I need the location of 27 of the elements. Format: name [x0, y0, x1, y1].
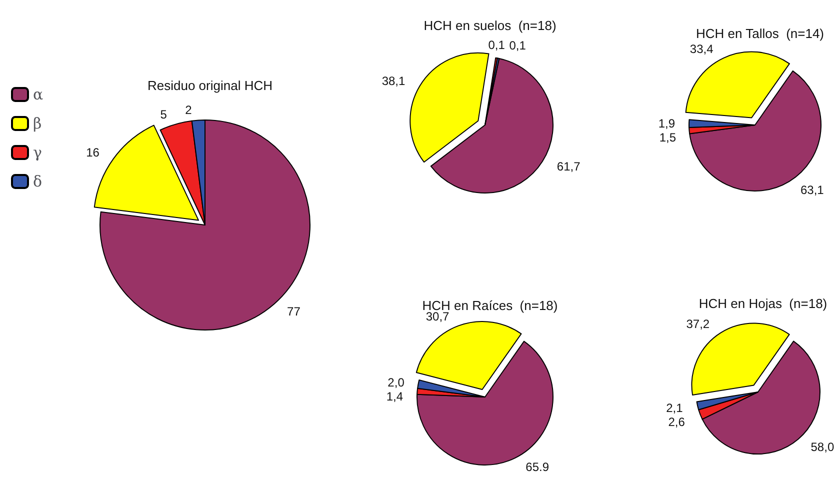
- data-label: 58,0: [810, 440, 834, 454]
- data-label: 2,6: [668, 415, 686, 429]
- legend-label: β: [33, 114, 42, 132]
- data-label: 65.9: [526, 460, 550, 474]
- legend-label: γ: [33, 144, 42, 162]
- chart-title: HCH en suelos (n=18): [424, 18, 556, 33]
- data-label: 1,4: [386, 389, 404, 404]
- data-label: 1,9: [658, 116, 676, 130]
- data-label: 16: [86, 146, 100, 160]
- data-label: 0,1: [509, 38, 526, 52]
- data-label: 5: [160, 108, 168, 122]
- chart-title: HCH en Hojas (n=18): [698, 296, 828, 311]
- legend-label: δ: [33, 172, 42, 190]
- data-label: 2,1: [666, 401, 684, 415]
- legend-label: α: [33, 86, 44, 104]
- chart-title: Residuo original HCH: [148, 78, 272, 93]
- data-label: 2: [185, 103, 192, 118]
- data-label: 63,1: [800, 182, 824, 197]
- data-label: 2,0: [388, 375, 405, 390]
- data-label: 61,7: [556, 160, 581, 174]
- data-label: 33,4: [690, 42, 714, 56]
- data-label: 38,1: [382, 74, 406, 88]
- data-label: 77: [287, 304, 301, 318]
- data-label: 1,5: [659, 130, 676, 144]
- data-label: 0,1: [488, 38, 506, 52]
- data-label: 37,2: [686, 317, 710, 332]
- chart-title: HCH en Tallos (n=14): [696, 26, 824, 41]
